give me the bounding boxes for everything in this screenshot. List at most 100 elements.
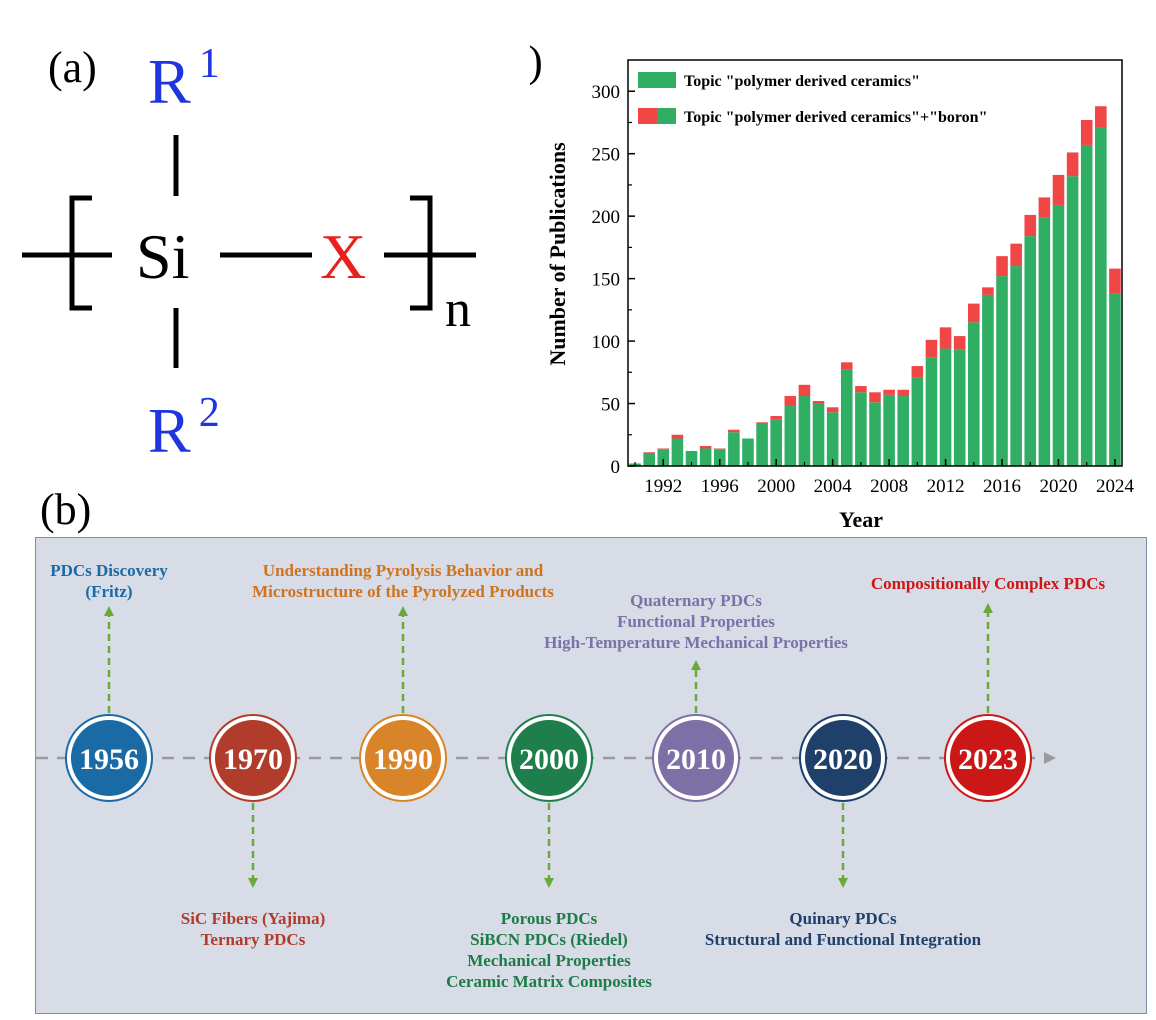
bar-total-2008 [883, 394, 895, 466]
bar-total-2007 [869, 402, 881, 466]
bar-total-2015 [982, 294, 994, 466]
panel-b-label: (b) [40, 485, 92, 534]
bar-total-1996 [713, 449, 726, 466]
bar-boron-2014 [968, 303, 980, 323]
milestone-2010-arrowhead [691, 660, 701, 670]
x-tick-label: 2020 [1039, 476, 1077, 497]
milestone-2000-circle [511, 720, 587, 796]
bar-total-2003 [812, 403, 825, 466]
milestone-1956-arrowhead [104, 606, 114, 616]
bar-total-2009 [897, 396, 910, 466]
bar-total-2014 [968, 322, 980, 466]
x-tick-label: 1996 [701, 476, 739, 497]
bar-total-2016 [996, 276, 1008, 466]
timeline-graphic: 1956 1970 1990 2000 2010 2020 2023 [36, 603, 1056, 888]
milestone-2000-line-1: SiBCN PDCs (Riedel) [470, 930, 628, 949]
bar-boron-2000 [770, 416, 782, 420]
milestone-1956-year: 1956 [79, 743, 139, 776]
milestone-1990-line-0: Understanding Pyrolysis Behavior and [262, 561, 544, 580]
bar-total-2017 [1010, 266, 1022, 466]
bar-boron-2002 [798, 384, 811, 397]
milestone-2000-line-0: Porous PDCs [500, 909, 598, 928]
y-tick-label: 300 [592, 82, 621, 103]
bar-boron-2018 [1024, 214, 1037, 237]
milestone-2020-arrowhead [838, 878, 848, 888]
x-tick-label: 1992 [644, 476, 682, 497]
milestone-2010-description: Quaternary PDCs Functional Properties High… [544, 590, 848, 653]
bar-boron-2012 [939, 327, 952, 349]
y-axis-label: Number of Publications [545, 142, 570, 366]
bar-boron-1999 [756, 422, 768, 424]
bar-total-1995 [699, 448, 712, 466]
bar-total-2002 [798, 396, 811, 466]
bar-total-1991 [643, 453, 655, 466]
right-bracket [410, 195, 433, 311]
plot-frame [627, 59, 1123, 467]
milestone-1970-year: 1970 [223, 743, 283, 776]
bar-boron-1991 [643, 452, 655, 454]
milestone-2000-line-3: Ceramic Matrix Composites [446, 972, 652, 991]
milestone-2000-year: 2000 [519, 743, 579, 776]
y-tick-label: 100 [592, 332, 621, 353]
publications-bar-chart: (c) 0 50 100 150 200 250 300 1992 1996 2000 2004 20… [494, 37, 1135, 532]
bar-total-1997 [728, 432, 740, 466]
x-tick-label: 2024 [1096, 476, 1135, 497]
milestone-2020-circle [805, 720, 881, 796]
bar-boron-2020 [1052, 174, 1065, 205]
bar-total-2018 [1024, 236, 1037, 466]
milestone-2010-circle [658, 720, 734, 796]
bar-boron-2006 [855, 386, 867, 393]
legend-swatch-total [657, 108, 676, 124]
milestone-1990-circle [365, 720, 441, 796]
x-tick-label: 2008 [870, 476, 908, 497]
y-tick-label: 250 [592, 145, 621, 166]
bar-boron-2016 [996, 256, 1008, 277]
x-tick-label: 2000 [757, 476, 795, 497]
milestone-2010-line-0: Quaternary PDCs [630, 591, 762, 610]
milestone-2010-year: 2010 [666, 743, 726, 776]
bar-total-2022 [1080, 144, 1093, 466]
milestone-2000-arrowhead [544, 878, 554, 888]
bar-total-2024 [1109, 293, 1121, 466]
bar-total-2023 [1095, 127, 1107, 466]
bar-total-1998 [742, 438, 754, 466]
legend-swatch-boron [638, 108, 657, 124]
milestone-1956-circle [71, 720, 147, 796]
milestone-1970-circle [215, 720, 291, 796]
bar-boron-2017 [1010, 243, 1022, 267]
bar-total-2020 [1052, 204, 1065, 466]
milestone-1970-arrowhead [248, 878, 258, 888]
milestone-1990-description: Understanding Pyrolysis Behavior and Micr… [252, 560, 554, 602]
milestone-1970-description: SiC Fibers (Yajima) Ternary PDCs [181, 908, 325, 950]
bar-boron-2011 [925, 339, 938, 358]
milestone-1956-line-1: (Fritz) [85, 582, 133, 601]
milestone-2023-arrowhead [983, 603, 993, 613]
bar-total-1992 [657, 449, 670, 466]
milestone-2020-year: 2020 [813, 743, 873, 776]
milestone-2023-circle [950, 720, 1026, 796]
bar-total-2000 [770, 419, 782, 466]
milestone-1970-line-0: SiC Fibers (Yajima) [180, 909, 326, 928]
milestone-1990-arrowhead [398, 606, 408, 616]
bar-total-2005 [840, 369, 853, 466]
bar-boron-1992 [657, 448, 670, 450]
panel-c-chart: (c) 0 50 100 150 200 250 300 1992 1996 2000 2004 20… [494, 37, 1140, 540]
bar-boron-2010 [911, 366, 924, 378]
bar-total-2004 [826, 412, 839, 466]
bar-boron-2021 [1066, 152, 1079, 177]
milestone-2010-line-1: Functional Properties [617, 612, 775, 631]
y-tick-label: 0 [611, 457, 621, 478]
bar-boron-2024 [1109, 268, 1121, 294]
milestone-2023-description: Compositionally Complex PDCs [871, 573, 1105, 594]
repeat-subscript: n [445, 281, 471, 338]
left-bracket [69, 195, 92, 311]
milestone-2020-line-0: Quinary PDCs [789, 909, 897, 928]
bar-total-2010 [911, 377, 924, 466]
bar-boron-2005 [840, 362, 853, 370]
legend-label-1: Topic "polymer derived ceramics"+"boron" [684, 109, 987, 126]
milestone-2023-year: 2023 [958, 743, 1018, 776]
